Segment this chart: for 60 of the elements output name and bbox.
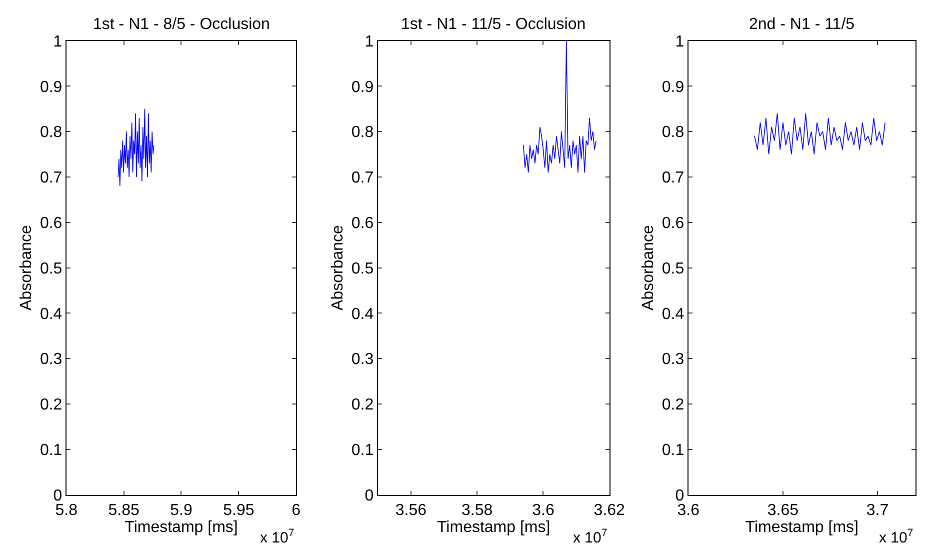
x-tick-label: 3.6 (532, 502, 554, 519)
text: x 10$^{7}$ (879, 527, 914, 546)
x-tick-label: 5.95 (223, 502, 254, 519)
y-tick-label: 0.4 (40, 306, 62, 323)
x-tick-label: 3.56 (395, 502, 427, 519)
y-tick-label: 0.7 (662, 170, 684, 187)
y-tick-label: 0.8 (662, 124, 684, 142)
text: x 10$^{7}$ (260, 527, 294, 546)
y-tick-label: 1 (364, 33, 374, 50)
y-tick-label: 0.9 (40, 78, 62, 96)
x-axis-title: Timestamp [ms] (745, 518, 858, 536)
y-tick-label: 0.8 (351, 124, 374, 142)
chart-title: 1st - N1 - 11/5 - Occlusion (401, 16, 586, 33)
x-tick-label: 5.85 (108, 502, 140, 519)
y-tick-label: 0.8 (40, 124, 62, 142)
y-tick-label: 0.6 (662, 214, 684, 232)
y-tick-label: 0.5 (662, 260, 684, 278)
y-tick-label: 0.5 (40, 260, 62, 278)
x-tick-label: 3.7 (866, 502, 889, 519)
y-tick-label: 0.2 (351, 396, 374, 414)
y-tick-label: 0.4 (662, 306, 684, 323)
y-tick-label: 0.1 (662, 442, 684, 459)
text: x 10$^{7}$ (573, 527, 608, 546)
y-tick-label: 0 (675, 487, 684, 504)
y-tick-label: 0.9 (662, 78, 684, 96)
x-axis-title: Timestamp [ms] (437, 518, 550, 536)
line-series (118, 108, 154, 186)
y-tick-label: 0.1 (40, 442, 62, 459)
y-tick-label: 1 (53, 33, 62, 50)
y-axis-title: Absorbance (329, 224, 346, 310)
line-series (754, 113, 886, 155)
y-tick-label: 0.3 (40, 351, 62, 368)
y-tick-label: 0.5 (351, 260, 374, 278)
line-series (522, 40, 597, 173)
y-tick-label: 0.3 (351, 351, 374, 368)
y-axis-title: Absorbance (640, 224, 657, 310)
y-tick-label: 0.7 (40, 170, 62, 187)
y-tick-label: 1 (675, 33, 684, 50)
y-tick-label: 0.3 (662, 351, 684, 368)
y-tick-label: 0.9 (351, 78, 374, 96)
x-tick-label: 3.62 (594, 502, 626, 519)
y-tick-label: 0.4 (351, 306, 374, 323)
y-tick-label: 0.6 (40, 214, 62, 232)
y-tick-label: 0 (364, 487, 374, 504)
x-tick-label: 6 (292, 502, 301, 519)
x-tick-label: 5.8 (55, 502, 78, 519)
y-tick-label: 0.2 (662, 396, 684, 414)
y-tick-label: 0.1 (351, 442, 374, 459)
y-tick-label: 0.6 (351, 214, 374, 232)
x-axis-title: Timestamp [ms] (124, 518, 238, 536)
chart-title: 2nd - N1 - 11/5 (749, 16, 855, 33)
x-tick-label: 3.58 (461, 502, 493, 519)
y-tick-label: 0 (53, 487, 62, 504)
y-tick-label: 0.7 (351, 170, 374, 187)
y-axis-title: Absorbance (18, 224, 35, 310)
x-tick-label: 5.9 (170, 502, 192, 519)
x-tick-label: 3.65 (767, 502, 799, 519)
chart-title: 1st - N1 - 8/5 - Occlusion (93, 16, 270, 33)
y-tick-label: 0.2 (40, 396, 62, 414)
x-tick-label: 3.6 (677, 502, 700, 519)
